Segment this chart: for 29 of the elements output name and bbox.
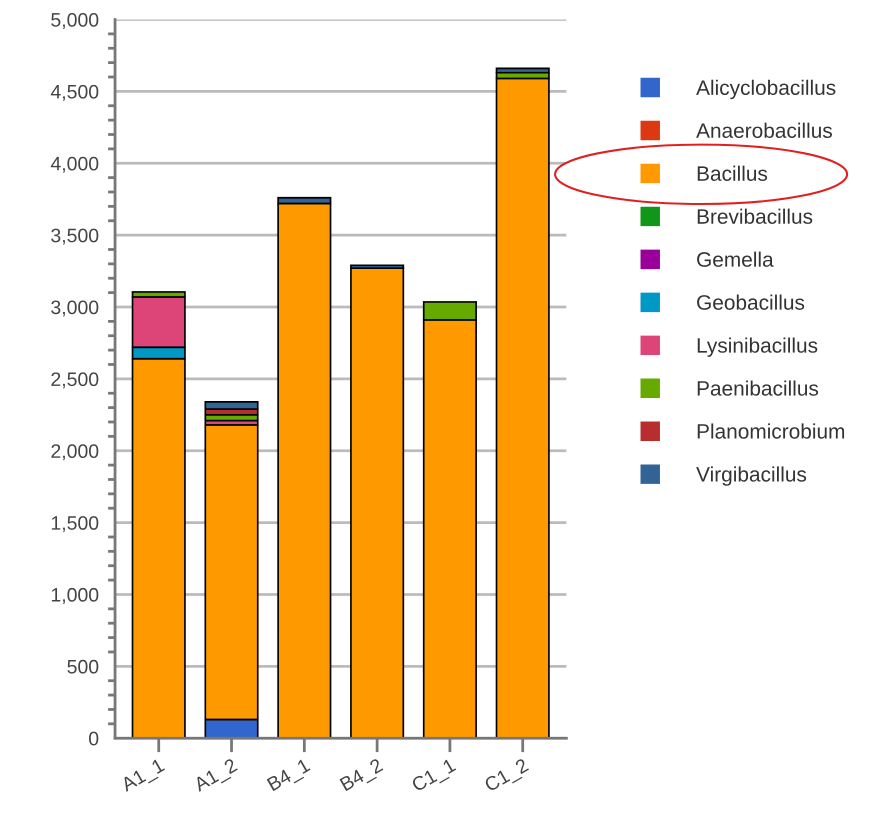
y-tick-label: 2,500	[51, 372, 98, 388]
legend-label: Virgibacillus	[696, 466, 806, 486]
y-tick-label: 2,000	[51, 444, 98, 460]
y-tick-label: 1,500	[52, 516, 98, 532]
x-tick-label: C1_1	[410, 758, 458, 796]
x-tick-label: A1_1	[120, 758, 167, 796]
legend-label: Gemella	[697, 252, 774, 267]
x-tick-label: A1_2	[192, 758, 240, 796]
y-tick-label: 3,000	[51, 300, 98, 317]
y-tick-label: 3,500	[51, 228, 98, 245]
legend-label: Planomicrobium	[698, 423, 844, 439]
bar	[350, 267, 404, 738]
legend-label: Alicyclobacillus	[696, 80, 836, 100]
y-tick-label: 4,000	[50, 156, 98, 173]
legend-label: Bacillus	[698, 166, 768, 181]
y-tick-label: 4,500	[50, 84, 98, 101]
legend-label: Lysinibacillus	[698, 338, 818, 357]
x-tick-label: B4_1	[266, 758, 312, 794]
y-tick-label: 5,000	[51, 12, 98, 30]
legend-label: Brevibacillus	[698, 208, 812, 224]
y-tick-label: 1,000	[52, 588, 98, 604]
legend-label: Geobacillus	[697, 294, 804, 310]
legend-label: Anaerobacillus	[696, 122, 832, 138]
bar	[496, 78, 550, 738]
y-tick-label: 0	[89, 732, 98, 746]
x-tick-label: B4_2	[339, 758, 386, 794]
x-tick-label: C1_2	[484, 758, 531, 796]
legend-label: Paenibacillus	[698, 380, 818, 396]
y-tick-label: 500	[67, 660, 98, 674]
